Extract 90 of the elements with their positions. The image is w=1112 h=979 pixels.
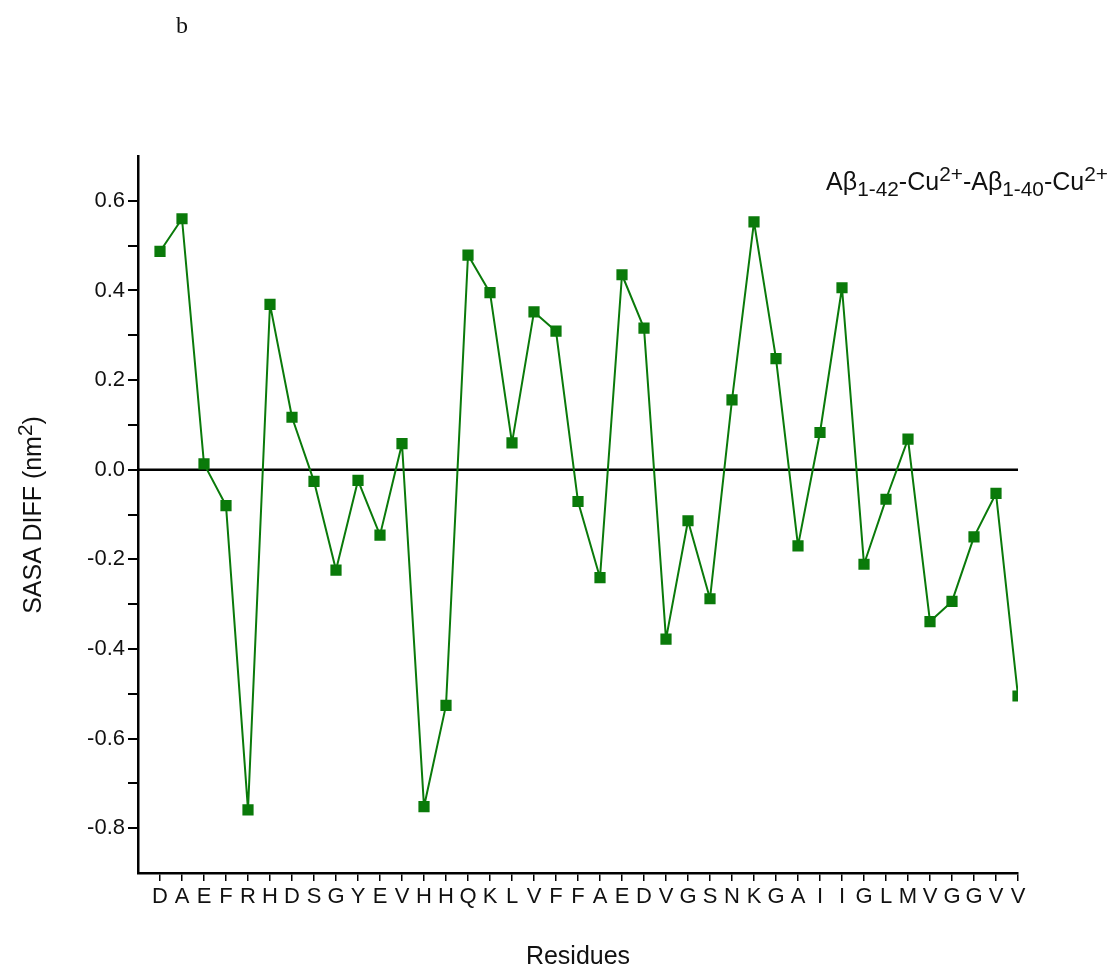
point [638, 322, 650, 334]
point [418, 801, 430, 813]
x-tick-label: I [816, 883, 824, 909]
point [198, 458, 210, 470]
x-tick-label: E [196, 883, 212, 909]
point [308, 475, 320, 487]
x-axis-title: Residues [525, 940, 631, 970]
x-tick-label: A [174, 883, 190, 909]
x-tick-label: S [702, 883, 718, 909]
y-tick-label: 0.0 [94, 455, 125, 481]
point [154, 245, 166, 258]
point [682, 515, 694, 527]
point [814, 426, 826, 439]
point [242, 804, 254, 816]
point [990, 487, 1002, 500]
y-tick-label: 0.2 [94, 366, 125, 392]
point [462, 249, 474, 261]
x-tick-label: K [746, 883, 762, 909]
y-tick-label: 0.6 [94, 186, 125, 212]
point [396, 438, 408, 450]
point [836, 282, 848, 294]
point [660, 633, 672, 645]
point [572, 495, 584, 508]
x-tick-label: I [838, 883, 846, 909]
point [616, 269, 628, 281]
point [286, 411, 298, 423]
x-tick-label: A [790, 883, 806, 909]
point [176, 213, 188, 225]
x-tick-label: H [416, 883, 432, 909]
x-tick-label: F [549, 883, 563, 909]
point [968, 531, 980, 543]
point [484, 287, 496, 299]
x-tick-label: K [482, 883, 498, 909]
x-tick-label: V [988, 883, 1004, 909]
point [264, 298, 276, 310]
point [726, 394, 738, 406]
point [902, 433, 914, 445]
x-tick-label: G [767, 883, 785, 909]
x-tick-label: L [879, 883, 893, 909]
x-tick-label: E [614, 883, 630, 909]
x-tick-label: V [1010, 883, 1026, 909]
x-tick-label: A [592, 883, 608, 909]
x-tick-label: G [327, 883, 345, 909]
point [748, 216, 760, 228]
x-tick-label: Q [459, 883, 477, 909]
x-tick-label: D [284, 883, 300, 909]
y-tick-label: -0.6 [87, 724, 125, 750]
x-tick-label: V [658, 883, 674, 909]
x-tick-label: M [898, 883, 918, 909]
point [792, 540, 804, 552]
point [220, 499, 232, 512]
y-tick-label: -0.8 [87, 814, 125, 840]
x-tick-label: V [526, 883, 542, 909]
point [946, 595, 958, 608]
x-tick-label: H [438, 883, 454, 909]
point [770, 352, 782, 365]
x-tick-label: L [505, 883, 519, 909]
x-tick-label: S [306, 883, 322, 909]
x-tick-label: G [965, 883, 983, 909]
point [858, 558, 870, 570]
x-tick-label: V [394, 883, 410, 909]
point [528, 306, 540, 318]
x-tick-label: E [372, 883, 388, 909]
point [550, 325, 562, 337]
x-tick-label: F [219, 883, 233, 909]
x-tick-label: G [943, 883, 961, 909]
x-tick-label: G [855, 883, 873, 909]
point [374, 529, 386, 541]
point [880, 493, 892, 505]
x-tick-label: G [679, 883, 697, 909]
point [924, 616, 936, 628]
x-tick-label: D [636, 883, 652, 909]
x-tick-label: N [724, 883, 740, 909]
text: b [176, 12, 188, 39]
x-tick-label: Y [350, 883, 366, 909]
x-tick-label: D [152, 883, 168, 909]
point [506, 437, 518, 449]
x-tick-label: H [262, 883, 278, 909]
point [330, 564, 342, 576]
y-tick-label: 0.4 [94, 276, 125, 302]
text: Aβ$_{1-42}$-Cu$^{2+}$-Aβ$_{1-40}$-Cu$^{2+}$ [826, 162, 1108, 202]
x-tick-label: V [922, 883, 938, 909]
x-tick-label: R [240, 883, 256, 909]
y-tick-label: -0.2 [87, 545, 125, 571]
x-tick-label: F [571, 883, 585, 909]
point [594, 572, 606, 584]
point [352, 474, 364, 487]
y-tick-label: -0.4 [87, 635, 125, 660]
point [704, 593, 716, 605]
point [440, 699, 452, 711]
